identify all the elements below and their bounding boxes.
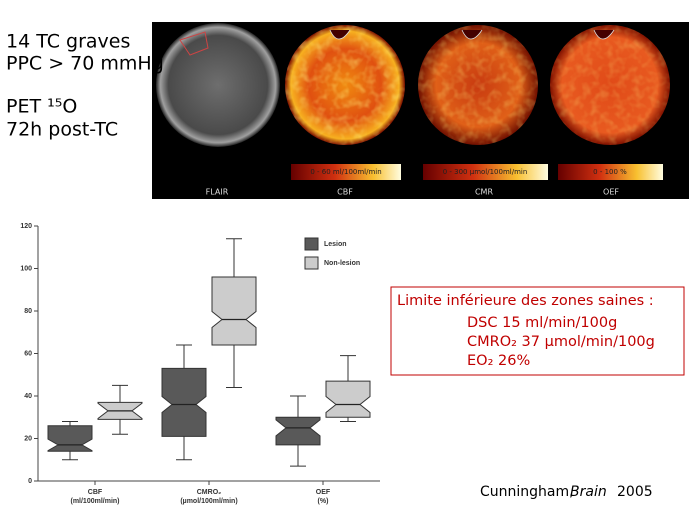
legend-label: Non-lesion — [324, 260, 360, 267]
note-title: Limite inférieure des zones saines : — [397, 293, 654, 309]
header-line: 14 TC graves — [6, 31, 130, 53]
scale-label: 0 - 100 % — [593, 168, 627, 176]
y-tick-label: 100 — [20, 265, 32, 272]
box — [211, 276, 257, 346]
y-tick-label: 40 — [24, 393, 32, 400]
scale-label: 0 - 300 µmol/100ml/min — [443, 168, 528, 176]
note-line: EO₂ 26% — [467, 353, 530, 369]
image-label: CMR — [475, 188, 493, 197]
y-tick-label: 20 — [24, 435, 32, 442]
citation-year: 2005 — [617, 484, 653, 500]
x-tick-label: OEF — [316, 489, 331, 496]
x-tick-unit: (ml/100ml/min) — [70, 498, 119, 505]
y-tick-label: 120 — [20, 223, 32, 230]
box — [161, 367, 207, 437]
y-tick-label: 80 — [24, 308, 32, 315]
box — [325, 380, 371, 418]
scale-label: 0 - 60 ml/100ml/min — [310, 168, 381, 176]
citation-journal: Brain — [570, 484, 607, 500]
note-box — [390, 286, 685, 376]
image-label: FLAIR — [206, 188, 229, 197]
header-line: PPC > 70 mmHg — [6, 53, 164, 75]
image-label: CBF — [337, 188, 353, 197]
legend-label: Lesion — [324, 241, 347, 248]
x-tick-label: CBF — [88, 489, 103, 496]
y-tick-label: 60 — [24, 350, 32, 357]
x-tick-unit: (µmol/100ml/min) — [180, 498, 237, 505]
y-tick-label: 0 — [28, 478, 32, 485]
legend-swatch — [304, 237, 319, 251]
box — [47, 425, 93, 452]
x-tick-label: CMRO₂ — [197, 489, 222, 496]
image-label: OEF — [603, 188, 619, 197]
box — [275, 416, 321, 446]
x-tick-unit: (%) — [318, 498, 329, 505]
note-line: CMRO₂ 37 µmol/min/100g — [467, 334, 655, 350]
citation-author: Cunningham, — [480, 484, 574, 500]
header-line: PET ¹⁵O — [6, 96, 77, 118]
note-line: DSC 15 ml/min/100g — [467, 315, 617, 331]
header-line: 72h post-TC — [6, 119, 118, 141]
legend-swatch — [304, 256, 319, 270]
brain-images — [152, 22, 689, 199]
